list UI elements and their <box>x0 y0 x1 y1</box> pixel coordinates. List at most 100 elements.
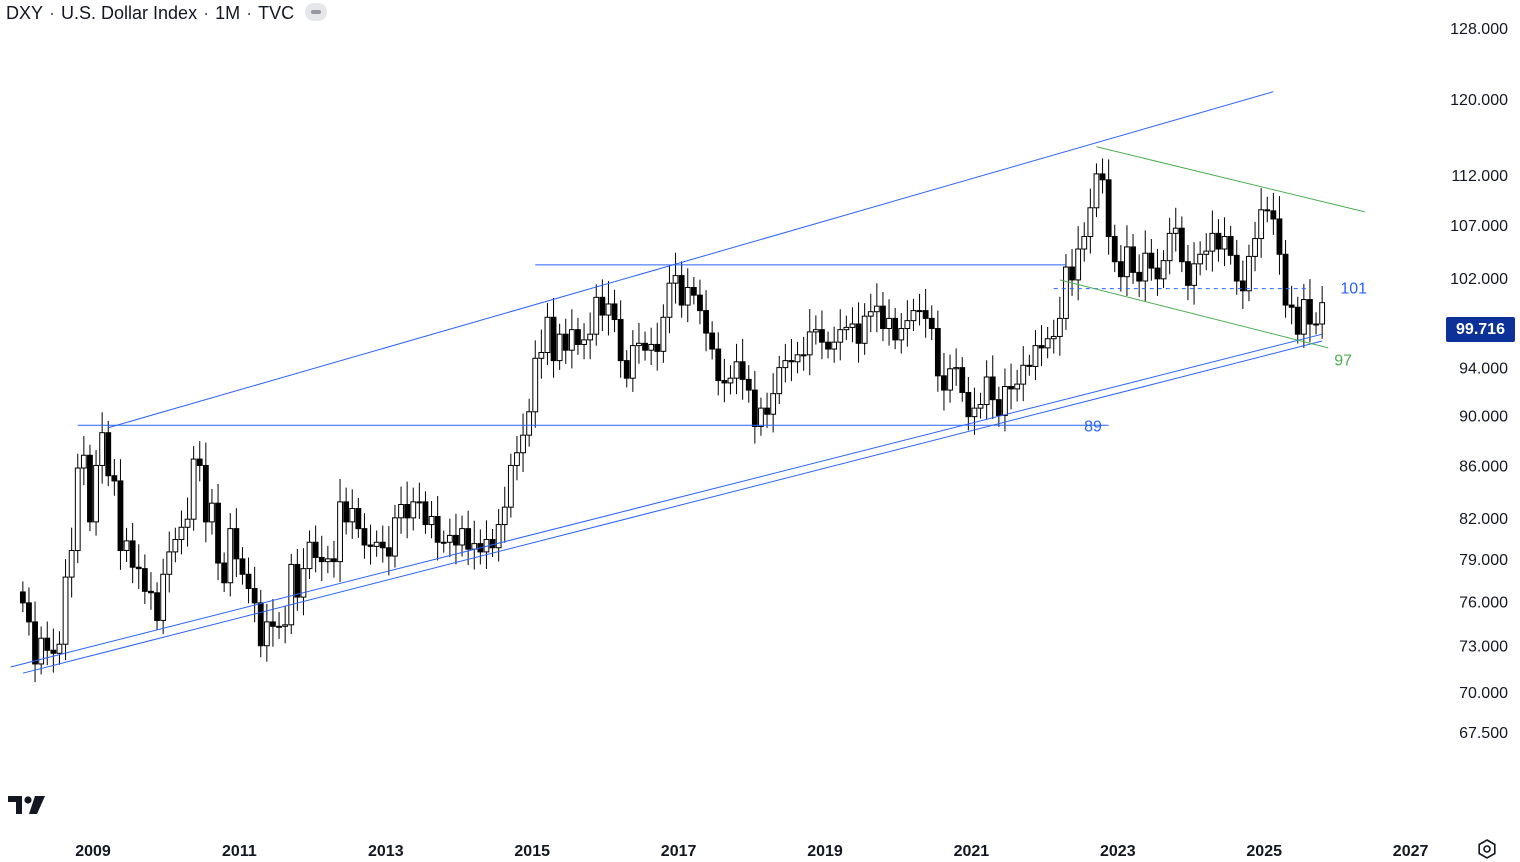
candle-body <box>160 573 167 621</box>
candle-body <box>135 566 142 570</box>
candle-body <box>1239 280 1246 292</box>
candle-body <box>562 333 569 351</box>
candle-body <box>965 391 972 418</box>
candle-body <box>129 540 136 568</box>
time-axis[interactable]: 2009 2011 2013 2015 2017 2019 2021 2023 2025 2027 <box>75 843 1428 860</box>
upper-channel-line[interactable] <box>108 91 1274 429</box>
minus-pill-icon <box>311 10 321 14</box>
candle-body <box>953 367 960 370</box>
candle-body <box>666 282 673 318</box>
title-separator: · <box>203 2 210 23</box>
candle-body <box>251 587 258 604</box>
lower-channel-line-2[interactable] <box>22 340 1323 674</box>
candle-body <box>257 602 264 647</box>
candle-body <box>105 432 112 477</box>
candle-body <box>1008 385 1014 390</box>
candle-body <box>959 367 966 393</box>
candle-body <box>50 649 57 654</box>
candle-body <box>1319 302 1326 325</box>
candle-body <box>367 544 374 547</box>
candle-body <box>148 590 154 594</box>
annotation-label-101: 101 <box>1340 281 1367 298</box>
candle-body <box>343 501 350 523</box>
candle-body <box>312 541 319 558</box>
candle-body <box>733 361 740 379</box>
candle-body <box>855 323 862 344</box>
price-tick-label: 102.000 <box>1450 271 1508 288</box>
candle-body <box>526 411 533 436</box>
candle-body <box>788 360 795 363</box>
candle-body <box>1300 299 1307 335</box>
candle-body <box>1178 227 1185 263</box>
candle-body <box>1056 317 1063 337</box>
current-price-label: 99.716 <box>1456 320 1505 338</box>
candle-body <box>196 458 203 466</box>
candle-body <box>221 562 228 584</box>
lower-channel-line-1[interactable] <box>10 333 1323 668</box>
candle-body <box>983 376 990 405</box>
collapse-legend-button[interactable] <box>305 3 327 21</box>
candle-body <box>446 534 453 543</box>
candle-body <box>916 310 923 313</box>
time-tick-label: 2011 <box>222 843 257 860</box>
candle-body <box>532 357 539 413</box>
candle-body <box>1142 252 1149 282</box>
candle-body <box>599 296 606 316</box>
candle-body <box>1227 235 1234 256</box>
candle-body <box>459 528 465 546</box>
candle-body <box>294 563 301 598</box>
price-axis[interactable]: 128.000120.000112.000107.000102.00098.00… <box>1450 21 1508 742</box>
candle-body <box>794 354 801 363</box>
candle-body <box>495 524 502 549</box>
current-price-tag: 99.716 <box>1446 317 1515 342</box>
candle-body <box>922 310 929 319</box>
candle-body <box>117 480 124 552</box>
candle-body <box>1063 266 1069 319</box>
gear-icon[interactable] <box>1476 838 1498 860</box>
candle-body <box>270 621 276 627</box>
title-separator: · <box>246 2 253 23</box>
candles <box>19 158 1326 683</box>
candle-body <box>764 407 770 415</box>
time-tick-label: 2019 <box>807 843 843 860</box>
candle-body <box>392 517 398 557</box>
annotation-label-97: 97 <box>1334 353 1352 370</box>
candle-body <box>184 518 191 528</box>
candle-body <box>544 316 551 354</box>
candle-body <box>209 502 215 523</box>
tradingview-logo-icon[interactable] <box>8 794 48 816</box>
candle-body <box>1093 173 1100 209</box>
candle-body <box>715 348 722 382</box>
price-tick-label: 86.000 <box>1459 458 1508 475</box>
candle-body <box>1221 235 1228 250</box>
candle-body <box>520 434 526 454</box>
candle-body <box>581 339 587 345</box>
symbol-ticker: DXY <box>6 2 44 23</box>
candle-body <box>1203 250 1210 255</box>
price-tick-label: 70.000 <box>1459 685 1508 702</box>
candle-body <box>837 329 844 343</box>
candle-body <box>215 502 221 564</box>
candle-body <box>74 467 81 552</box>
candle-body <box>745 378 752 391</box>
candle-body <box>1233 254 1240 282</box>
annotation-label-89: 89 <box>1084 418 1102 435</box>
candle-body <box>1294 306 1301 335</box>
title-separator: · <box>49 2 56 23</box>
candle-body <box>678 275 685 306</box>
candle-body <box>989 376 996 401</box>
candle-body <box>404 504 411 519</box>
candle-body <box>898 328 905 341</box>
wedge-lower-line[interactable] <box>1059 279 1329 349</box>
candle-body <box>1105 179 1112 237</box>
wedge-upper-line[interactable] <box>1096 146 1365 213</box>
candle-body <box>38 637 45 665</box>
candle-body <box>434 516 441 543</box>
candle-body <box>245 573 252 589</box>
candle-body <box>276 625 282 628</box>
candle-body <box>782 360 789 369</box>
candle-body <box>440 541 447 544</box>
candle-body <box>709 332 716 350</box>
price-tick-label: 107.000 <box>1450 218 1508 235</box>
